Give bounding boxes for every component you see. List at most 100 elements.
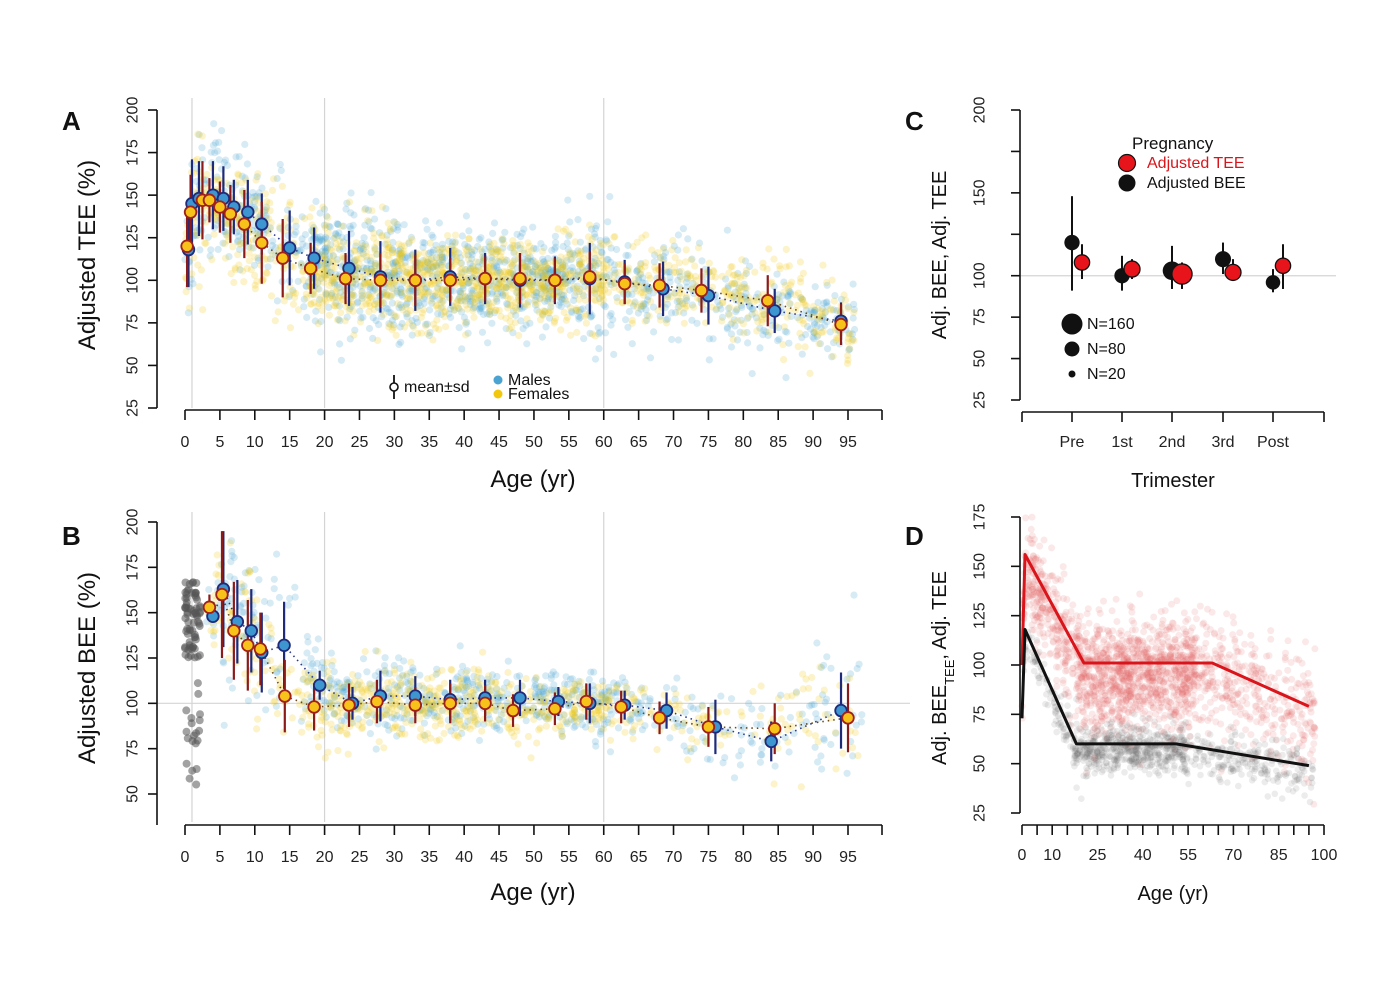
size-legend-icon-20 <box>1068 370 1076 378</box>
panel-a-legend: mean±sd Males Females <box>389 372 569 403</box>
male-data-point <box>810 319 819 327</box>
male-data-point <box>426 306 434 314</box>
male-data-point <box>207 148 215 156</box>
male-data-point <box>381 654 389 662</box>
male-data-point <box>404 254 412 262</box>
female-data-point <box>600 712 609 720</box>
male-data-point <box>851 325 859 334</box>
male-data-point <box>422 217 430 225</box>
male-data-point <box>325 222 333 230</box>
female-data-point <box>437 253 445 261</box>
female-data-point <box>299 276 307 284</box>
male-data-point <box>501 228 509 236</box>
male-data-point <box>505 280 513 288</box>
female-data-point <box>274 308 282 316</box>
male-data-point <box>683 274 691 282</box>
male-data-point <box>557 302 565 311</box>
female-mean-marker <box>768 722 782 736</box>
male-data-point <box>423 225 431 233</box>
male-data-point <box>745 699 753 708</box>
female-data-point <box>788 692 796 700</box>
female-data-point <box>498 235 506 243</box>
male-data-point <box>604 218 612 226</box>
x-tick-label-pre: Pre <box>1060 434 1085 451</box>
female-data-point <box>606 736 615 744</box>
female-data-point <box>542 286 551 294</box>
male-data-point <box>607 310 615 318</box>
male-data-point <box>316 209 324 217</box>
male-data-point <box>622 251 630 259</box>
female-data-point <box>463 683 471 691</box>
female-data-point <box>572 306 580 314</box>
male-data-point <box>211 149 219 157</box>
x-tick-label: 95 <box>839 434 857 451</box>
female-data-point <box>328 701 337 710</box>
male-data-point <box>285 293 293 301</box>
female-data-point <box>212 570 220 578</box>
male-data-point <box>529 268 537 276</box>
male-data-point <box>672 715 681 723</box>
female-data-point <box>235 261 243 269</box>
male-data-point <box>300 295 308 303</box>
male-data-point <box>683 270 691 278</box>
male-data-point <box>397 338 405 346</box>
male-data-point <box>273 297 281 305</box>
male-data-point <box>493 264 501 272</box>
male-data-point <box>360 234 368 242</box>
male-data-point <box>387 292 395 300</box>
male-data-point <box>323 264 331 272</box>
female-data-point <box>610 717 618 725</box>
male-data-point <box>735 752 743 760</box>
male-data-point <box>449 253 457 261</box>
male-data-point <box>814 298 822 306</box>
female-data-point <box>738 256 746 264</box>
female-data-point <box>317 716 325 725</box>
female-data-point <box>645 271 653 279</box>
infant-data-point <box>184 645 193 654</box>
male-data-point <box>785 287 793 295</box>
female-data-point <box>460 295 468 303</box>
female-data-point <box>796 258 805 266</box>
female-data-point <box>574 249 582 257</box>
female-data-point <box>659 245 667 253</box>
male-data-point <box>429 248 437 256</box>
infant-data-point <box>189 618 198 627</box>
male-data-point <box>641 300 649 308</box>
male-data-point <box>634 309 643 317</box>
panel-d-xlabel: Age (yr) <box>1137 883 1208 905</box>
male-data-point <box>504 657 512 665</box>
female-data-point <box>820 686 828 694</box>
male-data-point <box>393 289 401 297</box>
female-data-point <box>631 275 639 284</box>
female-data-point <box>375 738 383 746</box>
female-data-point <box>680 319 688 327</box>
female-data-point <box>225 654 233 662</box>
male-data-point <box>375 321 383 329</box>
female-data-point <box>622 682 630 690</box>
bee-mean-marker <box>1265 275 1281 290</box>
female-data-point <box>313 733 321 741</box>
male-data-point <box>382 304 390 312</box>
female-data-point <box>388 249 396 257</box>
female-data-point <box>598 281 607 289</box>
male-data-point <box>743 328 751 337</box>
female-data-point <box>325 311 333 319</box>
male-data-point <box>633 267 641 275</box>
male-data-point <box>327 291 335 300</box>
male-data-point <box>223 161 231 169</box>
male-data-point <box>606 278 614 286</box>
female-data-point <box>396 679 404 687</box>
infant-data-point <box>188 626 197 635</box>
female-data-point <box>429 336 437 344</box>
male-data-point <box>566 267 574 275</box>
female-data-point <box>328 294 337 302</box>
female-data-point <box>647 298 655 306</box>
female-data-point <box>332 287 340 296</box>
male-data-point <box>387 309 395 317</box>
female-data-point <box>268 250 277 258</box>
female-data-point <box>801 343 809 351</box>
male-data-point <box>449 246 457 254</box>
size-legend-20: N=20 <box>1087 366 1126 383</box>
male-data-point <box>398 252 406 260</box>
female-data-point <box>744 313 753 321</box>
